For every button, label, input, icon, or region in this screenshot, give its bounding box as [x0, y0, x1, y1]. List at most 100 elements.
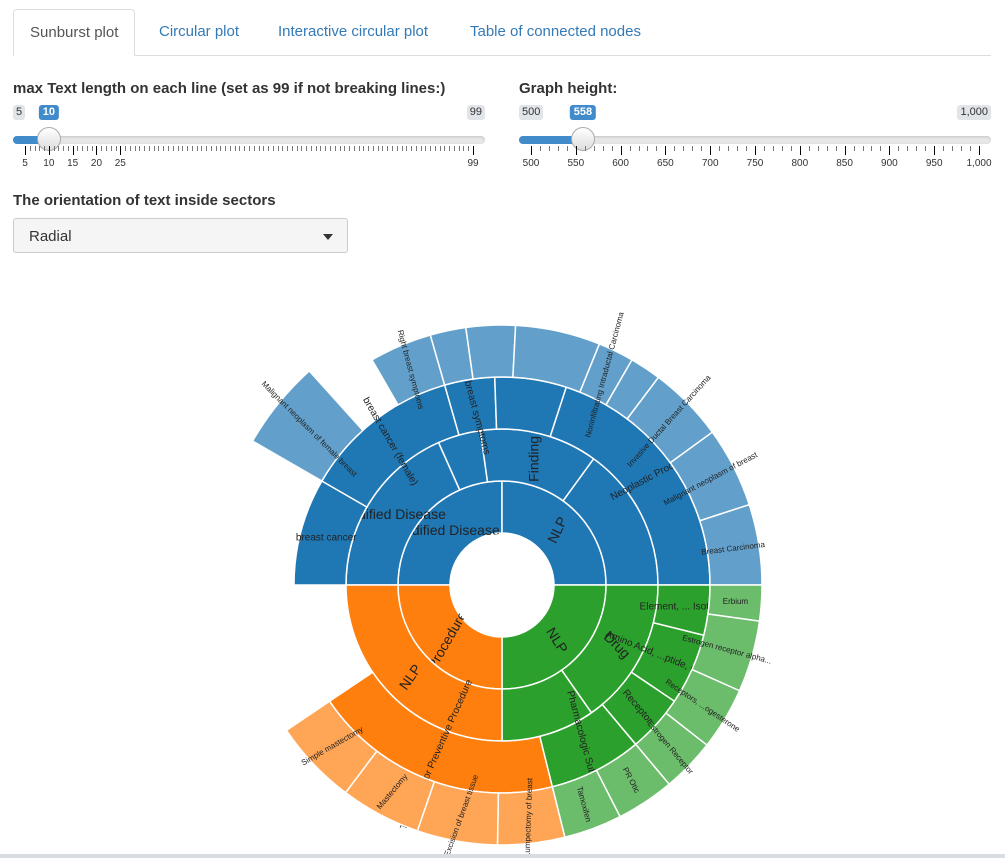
- slider-tick: [434, 146, 436, 151]
- tab-interactive-circular-plot[interactable]: Interactive circular plot: [278, 23, 429, 40]
- slider-tick: [737, 146, 739, 151]
- tab-circular-plot[interactable]: Circular plot: [159, 23, 240, 40]
- slider-tick: [934, 146, 936, 155]
- slider-tick: [39, 146, 41, 151]
- text-length-slider[interactable]: 5 99 10 5 10 15 20 25 99: [13, 84, 485, 174]
- orientation-select[interactable]: Radial: [13, 218, 348, 253]
- slider-max-label: 99: [466, 105, 485, 120]
- slider-tick: [701, 146, 703, 151]
- slider-tick-label: 650: [657, 158, 674, 169]
- slider-tick: [139, 146, 141, 151]
- slider-tick: [253, 146, 255, 151]
- slider-tick: [363, 146, 365, 151]
- slider-ticks: 500 550 600 650 700 750 800 850 900 950 1,000: [519, 146, 992, 174]
- slider-tick: [129, 146, 131, 151]
- sunburst-sector[interactable]: [251, 369, 364, 483]
- slider-tick: [282, 146, 284, 151]
- slider-tick: [182, 146, 184, 151]
- slider-tick: [63, 146, 65, 151]
- slider-tick-label: 850: [836, 158, 853, 169]
- slider-tick: [925, 146, 927, 151]
- slider-tick: [638, 146, 640, 151]
- sunburst-sector-label: Finding: [525, 436, 541, 482]
- slider-tick: [979, 146, 980, 155]
- sunburst-sector[interactable]: [285, 700, 378, 794]
- slider-tick: [306, 146, 308, 151]
- slider-tick: [557, 146, 559, 151]
- slider-max-label: 1,000: [957, 105, 991, 120]
- chevron-down-icon: [323, 234, 333, 240]
- slider-tick: [952, 146, 954, 151]
- slider-tick: [799, 146, 801, 155]
- slider-tick-label: 25: [114, 158, 126, 169]
- slider-tick: [826, 146, 828, 151]
- slider-tick: [593, 146, 595, 151]
- slider-tick: [961, 146, 963, 151]
- slider-tick: [683, 146, 685, 151]
- slider-tick: [907, 146, 909, 151]
- slider-tick: [215, 146, 217, 151]
- tab-table-of-connected-nodes[interactable]: Table of connected nodes: [470, 23, 641, 40]
- slider-tick: [444, 146, 446, 151]
- slider-tick: [110, 146, 112, 151]
- slider-tick: [458, 146, 460, 151]
- slider-tick: [871, 146, 873, 151]
- horizontal-scrollbar[interactable]: [0, 854, 1005, 858]
- slider-tick: [244, 146, 246, 151]
- slider-tick: [898, 146, 900, 151]
- slider-tick: [453, 146, 455, 151]
- slider-track[interactable]: [13, 136, 485, 144]
- slider-tick: [287, 146, 289, 151]
- slider-tick: [330, 146, 332, 151]
- slider-tick: [763, 146, 765, 151]
- slider-tick-label: 900: [881, 158, 898, 169]
- slider-tick-label: 1,000: [966, 158, 992, 169]
- slider-tick: [656, 146, 658, 151]
- slider-tick: [220, 146, 222, 151]
- slider-tick: [48, 146, 50, 155]
- sunburst-sector-label: breast cancer: [296, 532, 357, 543]
- slider-tick: [719, 146, 721, 151]
- slider-tick: [415, 146, 417, 151]
- slider-tick: [72, 146, 74, 155]
- slider-tick: [629, 146, 631, 151]
- slider-tick: [148, 146, 150, 151]
- slider-tick: [620, 146, 622, 155]
- slider-tick: [391, 146, 393, 151]
- slider-tick: [710, 146, 712, 155]
- slider-tick-label: 950: [925, 158, 943, 169]
- slider-track[interactable]: [519, 136, 991, 144]
- slider-tick: [58, 146, 60, 151]
- slider-tick: [853, 146, 855, 151]
- slider-tick: [411, 146, 413, 151]
- slider-tick: [889, 146, 891, 155]
- slider-tick: [665, 146, 667, 155]
- slider-tick: [225, 146, 227, 151]
- slider-tick: [334, 146, 336, 151]
- slider-tick: [755, 146, 756, 155]
- slider-tick-label: 5: [22, 158, 28, 169]
- slider-tick: [584, 146, 586, 151]
- slider-tick: [191, 146, 193, 151]
- slider-tick: [187, 146, 189, 151]
- slider-tick: [106, 146, 108, 151]
- sunburst-sector-label: Lumpectomy of breast: [523, 777, 535, 857]
- sunburst-sector[interactable]: [464, 324, 517, 380]
- slider-tick: [201, 146, 203, 151]
- slider-tick: [53, 146, 55, 151]
- slider-tick: [91, 146, 93, 151]
- graph-height-slider[interactable]: 500 1,000 558 500 550 600 650 700 750 800 850 90…: [519, 84, 992, 174]
- slider-tick: [101, 146, 103, 151]
- orientation-selected-value: Radial: [29, 228, 72, 245]
- slider-min-label: 500: [519, 105, 544, 120]
- slider-ticks: 5 10 15 20 25 99: [13, 146, 485, 174]
- tab-sunburst-plot[interactable]: Sunburst plot: [13, 9, 136, 56]
- slider-tick: [301, 146, 303, 151]
- slider-handle[interactable]: [570, 127, 595, 151]
- slider-tick: [34, 146, 36, 151]
- slider-tick-label: 20: [90, 158, 103, 169]
- slider-tick: [268, 146, 270, 151]
- slider-min-label: 5: [13, 105, 26, 120]
- slider-tick: [943, 146, 945, 151]
